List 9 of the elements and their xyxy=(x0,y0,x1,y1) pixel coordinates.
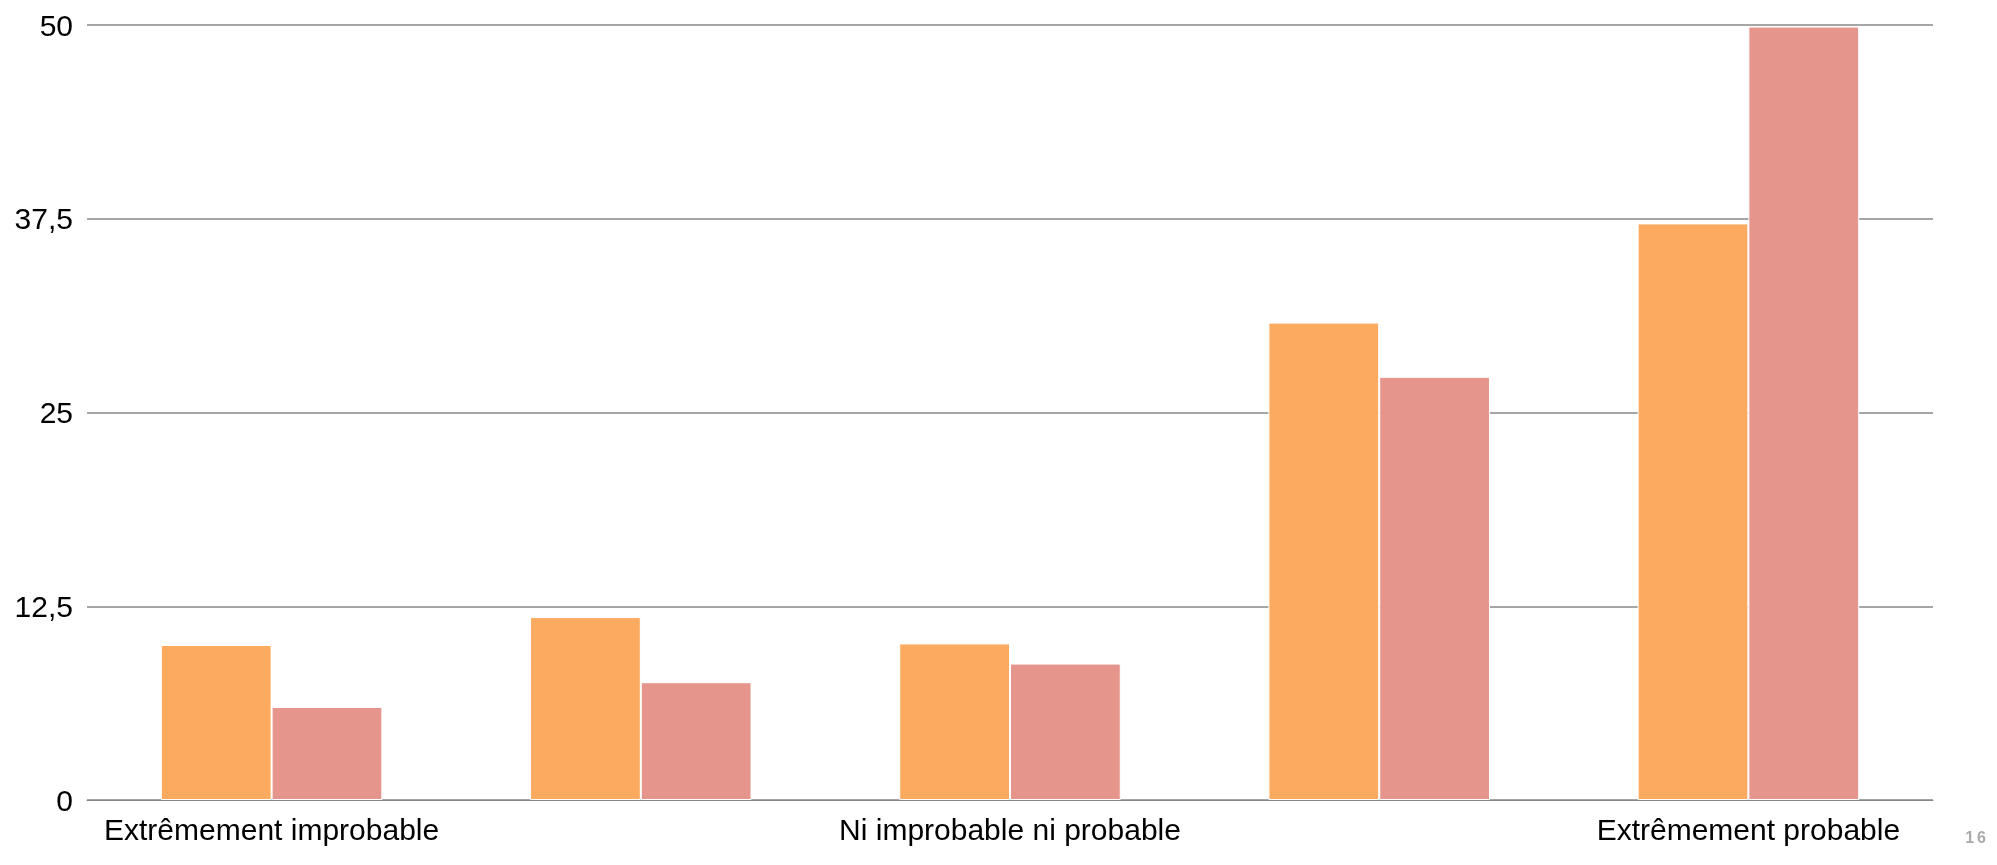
y-tick-label: 0 xyxy=(56,783,73,817)
y-tick-label: 25 xyxy=(39,396,73,429)
y-tick-label: 50 xyxy=(39,8,73,42)
y-tick-label: 37,5 xyxy=(14,202,73,236)
x-tick-label: Ni improbable ni probable xyxy=(839,812,1181,846)
x-tick-label: Extrêmement probable xyxy=(1596,812,1901,846)
x-tick-label: Extrêmement improbable xyxy=(104,812,440,846)
text: 16 xyxy=(1965,829,1989,847)
y-tick-label: 12,5 xyxy=(14,589,73,623)
